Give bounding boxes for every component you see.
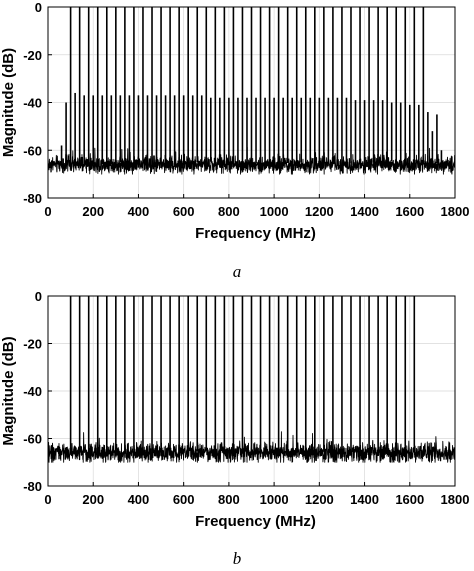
y-tick-label: -60 [23, 432, 42, 447]
x-tick-label: 0 [44, 204, 51, 219]
x-tick-label: 800 [218, 204, 240, 219]
x-tick-label: 1200 [305, 204, 334, 219]
panel-caption: b [233, 549, 242, 568]
x-tick-label: 200 [82, 492, 104, 507]
chart-panel-b: 0 200 400 600 800 1000 1200 1400 1600 1800 0 -20 -40… [0, 289, 469, 568]
x-tick-label: 1400 [350, 492, 379, 507]
y-tick-label: -40 [23, 96, 42, 111]
x-tick-label: 800 [218, 492, 240, 507]
x-tick-label: 1400 [350, 204, 379, 219]
x-tick-label: 1200 [305, 492, 334, 507]
panel-caption: a [233, 262, 242, 281]
x-tick-label: 1000 [260, 492, 289, 507]
chart-panel-a: 0 200 400 600 800 1000 1200 1400 1600 1800 0 -20 -40… [0, 0, 469, 281]
x-tick-label: 1800 [441, 492, 470, 507]
x-tick-label: 600 [173, 492, 195, 507]
y-tick-label: -20 [23, 48, 42, 63]
x-axis-label: Frequency (MHz) [195, 513, 316, 530]
x-tick-label: 0 [44, 492, 51, 507]
y-tick-label: -40 [23, 384, 42, 399]
y-tick-label: -60 [23, 143, 42, 158]
y-axis-label: Magnitude (dB) [0, 48, 17, 157]
x-tick-label: 1600 [395, 492, 424, 507]
y-tick-label: 0 [35, 0, 42, 15]
x-tick-label: 1800 [441, 204, 470, 219]
y-axis-label: Magnitude (dB) [0, 336, 17, 445]
x-axis-label: Frequency (MHz) [195, 225, 316, 242]
x-tick-label: 600 [173, 204, 195, 219]
x-tick-label: 1600 [395, 204, 424, 219]
x-tick-label: 400 [128, 492, 150, 507]
y-tick-label: -80 [23, 191, 42, 206]
x-tick-label: 400 [128, 204, 150, 219]
y-tick-label: -20 [23, 337, 42, 352]
y-tick-label: -80 [23, 479, 42, 494]
y-tick-label: 0 [35, 289, 42, 304]
x-tick-label: 1000 [260, 204, 289, 219]
x-tick-label: 200 [82, 204, 104, 219]
